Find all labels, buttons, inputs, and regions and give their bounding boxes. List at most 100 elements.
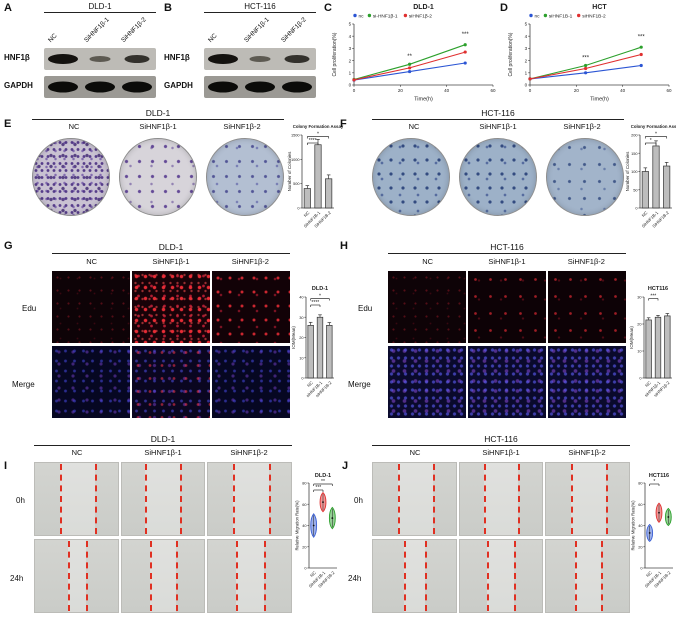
svg-text:60: 60 [666,88,672,93]
column-label-sihnf1b1: SiHNF1β-1 [479,122,517,131]
panel-letter: D [500,2,508,14]
lane-labels: NC SiHNF1β-1 SiHNF1β-2 [206,14,320,44]
colony-well-sihnf1b2 [546,138,624,216]
column-label-sihnf1b2: SiHNF1β-2 [223,122,261,131]
lane-label-sihnf1b1: SiHNF1β-1 [83,16,111,44]
colony-well-sihnf1b1 [459,138,537,216]
column-label-sihnf1b2: SiHNF1β-2 [567,257,605,266]
svg-text:Relative Migration Rate(%): Relative Migration Rate(%) [631,500,636,551]
column-label-sihnf1b1: SiHNF1β-1 [144,448,182,457]
gapdh-blot-strip [204,76,316,98]
panel-e-colony-dld1: E DLD-1 NC SiHNF1β-1 SiHNF1β-2 Colony Fo… [4,108,344,237]
svg-text:NC: NC [644,380,652,388]
svg-text:10: 10 [299,355,304,360]
blot-band [281,81,312,93]
edu-image-sihnf1b2 [548,271,626,343]
svg-text:***: *** [638,35,646,41]
svg-text:Colony Formation Assay: Colony Formation Assay [293,124,344,129]
lane-labels: NC SiHNF1β-1 SiHNF1β-2 [46,14,160,44]
svg-text:Relative Migration Rate(%): Relative Migration Rate(%) [295,500,300,551]
svg-text:nc: nc [535,15,541,20]
colony-bar-chart-dld1: Colony Formation Assay 0 500 1000 1500 NC SiHN… [286,120,344,237]
svg-text:20: 20 [302,544,307,549]
svg-text:40: 40 [444,88,450,93]
column-label-sihnf1b1: SiHNF1β-1 [152,257,190,266]
blot-band [85,81,115,93]
svg-text:*: * [650,138,652,144]
svg-text:siHNF1B-2: siHNF1B-2 [582,14,606,20]
gapdh-blot-strip [44,76,156,98]
panel-d-proliferation-hct: D HCT nc siHNF1B-1 siHNF1B-2 0 1 2 3 4 5 0 20 40 60 **… [500,2,674,104]
svg-text:40: 40 [302,523,307,528]
svg-text:4: 4 [349,34,352,39]
column-headers: NC SiHNF1β-1 SiHNF1β-2 [52,257,290,266]
group-title: DLD-1 [34,434,292,446]
protein-label-hnf1b: HNF1β [4,53,30,62]
svg-text:0: 0 [349,83,352,88]
fluorescence-grid [52,271,290,418]
wound-image-sihnf1b1-0h [120,462,206,536]
lane-label-nc: NC [47,32,59,44]
proliferation-chart-hct: HCT nc siHNF1B-1 siHNF1B-2 0 1 2 3 4 5 0 20 40 60 *** *… [506,2,674,107]
svg-text:1: 1 [525,71,528,76]
panel-f-colony-hct116: F HCT-116 NC SiHNF1β-1 SiHNF1β-2 Colony … [340,108,676,236]
colony-wells [32,138,284,216]
svg-text:NC: NC [309,570,317,578]
lane-label-sihnf1b2: SiHNF1β-2 [280,16,308,44]
panel-letter: H [340,240,348,252]
svg-text:**: ** [407,54,412,60]
panel-letter: A [4,2,12,14]
svg-text:4: 4 [525,34,528,39]
svg-text:60: 60 [302,502,307,507]
group-title: HCT-116 [388,242,626,254]
row-label-edu: Edu [358,304,373,313]
panel-letter: J [342,460,349,472]
edu-image-nc [52,271,130,343]
fluorescence-grid [388,271,626,418]
panel-c-proliferation-dld1: C DLD-1 nc si-HNF1β-1 siHNF1β-2 0 1 2 3 4 5 0 20 40 6… [324,2,498,104]
row-label-24h: 24h [348,574,362,583]
svg-text:30: 30 [637,295,642,300]
column-label-nc: NC [71,448,83,457]
blot-band [284,55,310,63]
svg-text:DLD-1: DLD-1 [413,4,434,11]
lane-label-sihnf1b2: SiHNF1β-2 [120,16,148,44]
colony-well-nc [32,138,110,216]
svg-text:0: 0 [297,206,300,211]
svg-text:3: 3 [525,46,528,51]
wound-image-nc-24h [34,539,119,613]
svg-text:DLD-1: DLD-1 [312,286,328,292]
svg-text:50: 50 [633,187,638,192]
svg-text:NC: NC [303,210,311,218]
merge-image-sihnf1b1 [132,346,210,418]
panel-h-edu-hct116: H HCT-116 NC SiHNF1β-1 SiHNF1β-2 Edu Mer… [340,240,674,426]
merge-image-nc [388,346,466,418]
svg-text:****: **** [309,138,317,144]
row-label-0h: 0h [354,496,363,505]
protein-label-hnf1b: HNF1β [164,53,190,62]
blot-band [208,81,239,93]
svg-text:***: *** [582,55,590,61]
svg-text:5: 5 [525,22,528,27]
column-label-sihnf1b1: SiHNF1β-1 [139,122,177,131]
panel-letter: I [4,460,8,472]
group-title: HCT-116 [372,434,630,446]
cell-line-title: HCT-116 [204,2,316,13]
svg-text:0: 0 [304,566,307,571]
svg-text:0: 0 [529,88,532,93]
column-headers: NC SiHNF1β-1 SiHNF1β-2 [34,448,292,457]
edu-image-sihnf1b1 [468,271,546,343]
wound-image-sihnf1b1-24h [120,539,206,613]
svg-text:1000: 1000 [291,157,300,162]
colony-well-sihnf1b1 [119,138,197,216]
svg-text:1: 1 [349,71,352,76]
svg-text:20: 20 [398,88,404,93]
svg-text:Number of Colonies: Number of Colonies [287,151,292,192]
group-title: DLD-1 [52,242,290,254]
svg-text:NC: NC [306,380,314,388]
svg-text:*: * [653,479,655,485]
svg-text:40: 40 [620,88,626,93]
panel-g-edu-dld1: G DLD-1 NC SiHNF1β-1 SiHNF1β-2 Edu Merge… [4,240,336,426]
lane-label-sihnf1b1: SiHNF1β-1 [243,16,271,44]
